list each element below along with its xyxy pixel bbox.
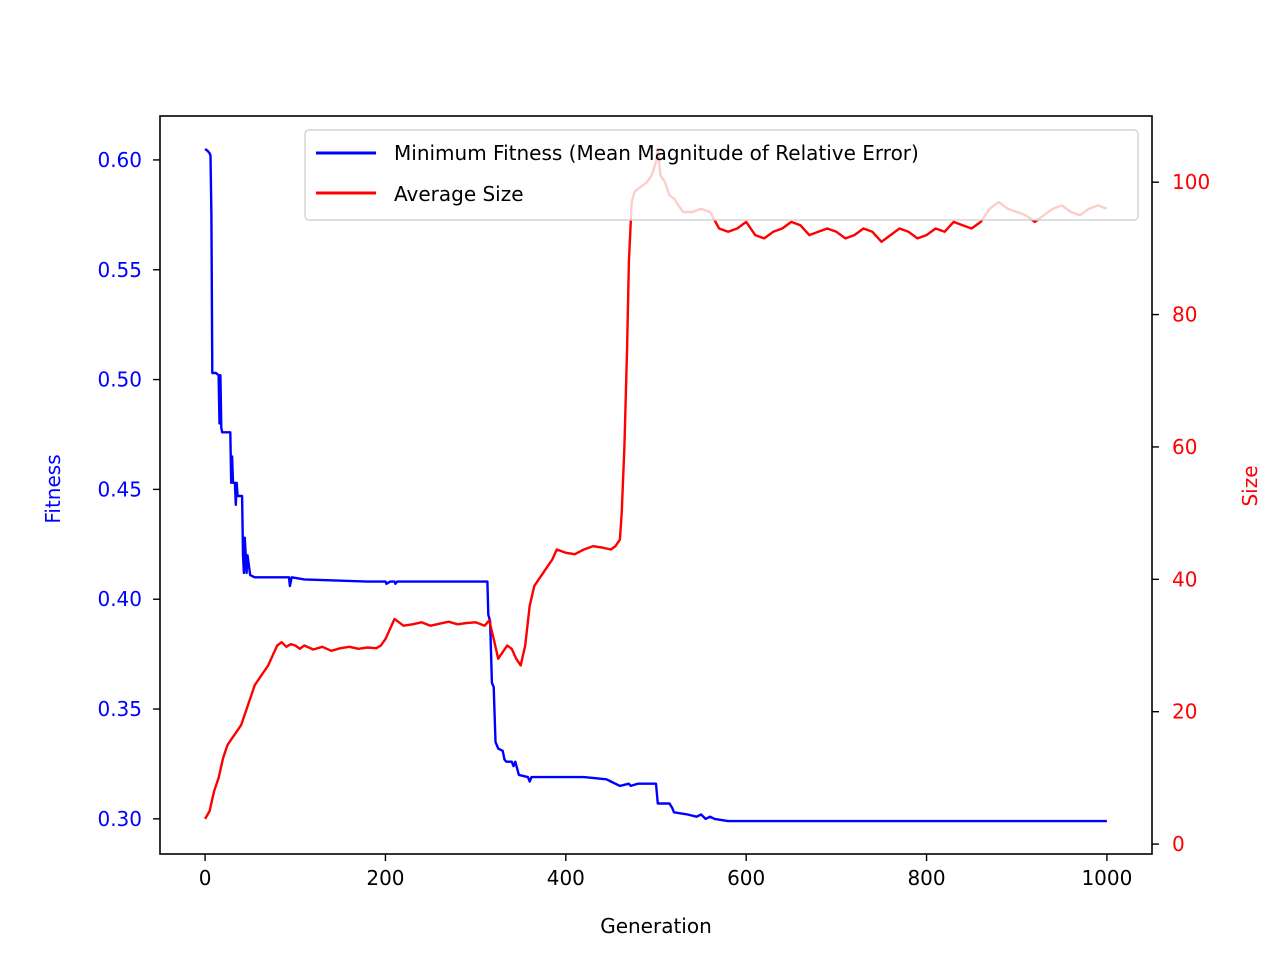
- right-y-axis-label: Size: [1238, 465, 1262, 506]
- right-y-tick-label: 0: [1172, 832, 1185, 856]
- x-tick-label: 200: [366, 866, 404, 890]
- legend-box: [304, 129, 1139, 221]
- right-y-tick-label: 100: [1172, 170, 1210, 194]
- left-y-tick-label: 0.40: [97, 587, 142, 611]
- series-line-minimum-fitness: [204, 147, 1107, 823]
- series-line-average-size: [204, 147, 1108, 820]
- left-y-tick-label: 0.50: [97, 368, 142, 392]
- series-layer: [204, 147, 1108, 823]
- right-y-tick-label: 20: [1172, 700, 1197, 724]
- x-axis-label: Generation: [600, 914, 712, 938]
- x-tick-label: 1000: [1081, 866, 1132, 890]
- right-y-axis-ticks: 0 20 40 60 80 100: [1152, 170, 1210, 856]
- x-axis-ticks: 0 200 400 600 800 1000: [199, 854, 1132, 890]
- left-y-axis-ticks: 0.30 0.35 0.40 0.45 0.50 0.55 0.60: [97, 148, 160, 831]
- right-y-tick-label: 60: [1172, 435, 1197, 459]
- legend-label-size: Average Size: [394, 182, 524, 206]
- x-tick-label: 400: [547, 866, 585, 890]
- plot-frame: [159, 115, 1153, 855]
- legend: Minimum Fitness (Mean Magnitude of Relat…: [304, 129, 1139, 221]
- right-y-tick-label: 40: [1172, 567, 1197, 591]
- right-y-tick-label: 80: [1172, 303, 1197, 327]
- x-tick-label: 800: [907, 866, 945, 890]
- left-y-axis-label: Fitness: [41, 454, 65, 523]
- x-tick-label: 600: [727, 866, 765, 890]
- left-y-tick-label: 0.35: [97, 697, 142, 721]
- left-y-tick-label: 0.30: [97, 807, 142, 831]
- left-y-tick-label: 0.55: [97, 258, 142, 282]
- legend-label-fitness: Minimum Fitness (Mean Magnitude of Relat…: [394, 141, 919, 165]
- left-y-tick-label: 0.60: [97, 148, 142, 172]
- x-tick-label: 0: [199, 866, 212, 890]
- left-y-tick-label: 0.45: [97, 477, 142, 501]
